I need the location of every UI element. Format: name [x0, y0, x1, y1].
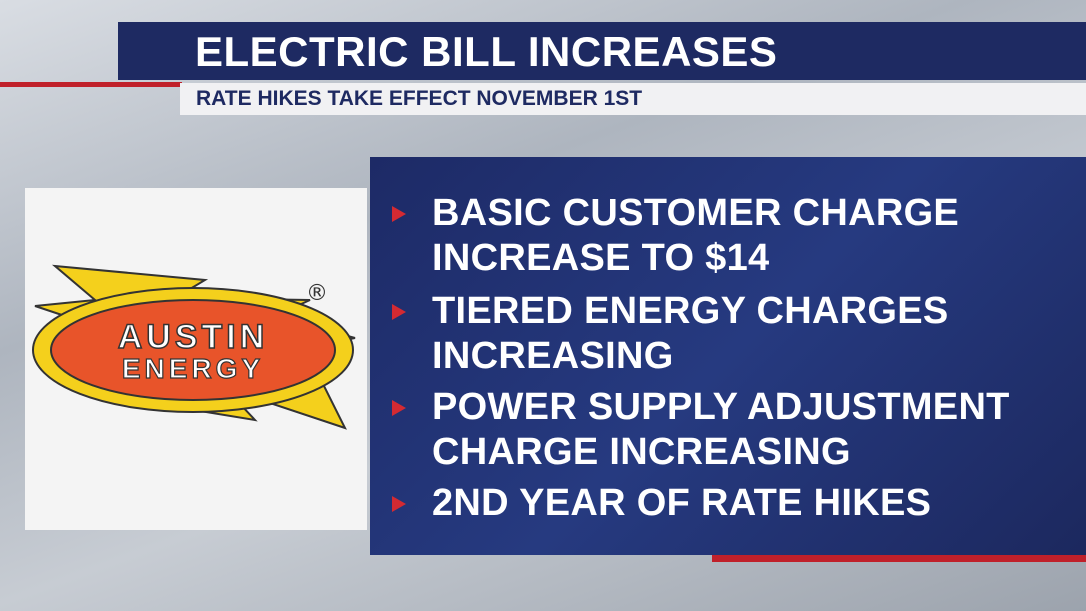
bullet-marker [392, 496, 406, 512]
bullet-marker [392, 304, 406, 320]
bullet-marker [392, 206, 406, 222]
subtitle: RATE HIKES TAKE EFFECT NOVEMBER 1ST [196, 87, 643, 110]
bullet-text: TIERED ENERGY CHARGES [432, 290, 949, 332]
subtitle-bar [180, 83, 1086, 115]
registered-mark: ® [306, 281, 328, 306]
title: ELECTRIC BILL INCREASES [195, 28, 778, 75]
bullet-marker [392, 400, 406, 416]
bullet-panel [370, 157, 1086, 555]
accent-line [712, 555, 1086, 562]
logo: AUSTIN ENERGY ® [32, 264, 356, 430]
logo-line2: ENERGY [122, 353, 264, 384]
logo-box: AUSTIN ENERGY ® [25, 188, 367, 530]
ellipse-inner [50, 299, 336, 401]
bullet-text: CHARGE INCREASING [432, 431, 851, 473]
bullet-text: INCREASE TO $14 [432, 237, 770, 279]
logo-line1: AUSTIN [118, 318, 269, 356]
accent-line [0, 82, 182, 87]
bullet-text: INCREASING [432, 335, 674, 377]
bullet-text: POWER SUPPLY ADJUSTMENT [432, 386, 1010, 428]
title-bar [118, 22, 1086, 80]
bullet-text: 2ND YEAR OF RATE HIKES [432, 482, 932, 524]
bullet-text: BASIC CUSTOMER CHARGE [432, 192, 960, 234]
